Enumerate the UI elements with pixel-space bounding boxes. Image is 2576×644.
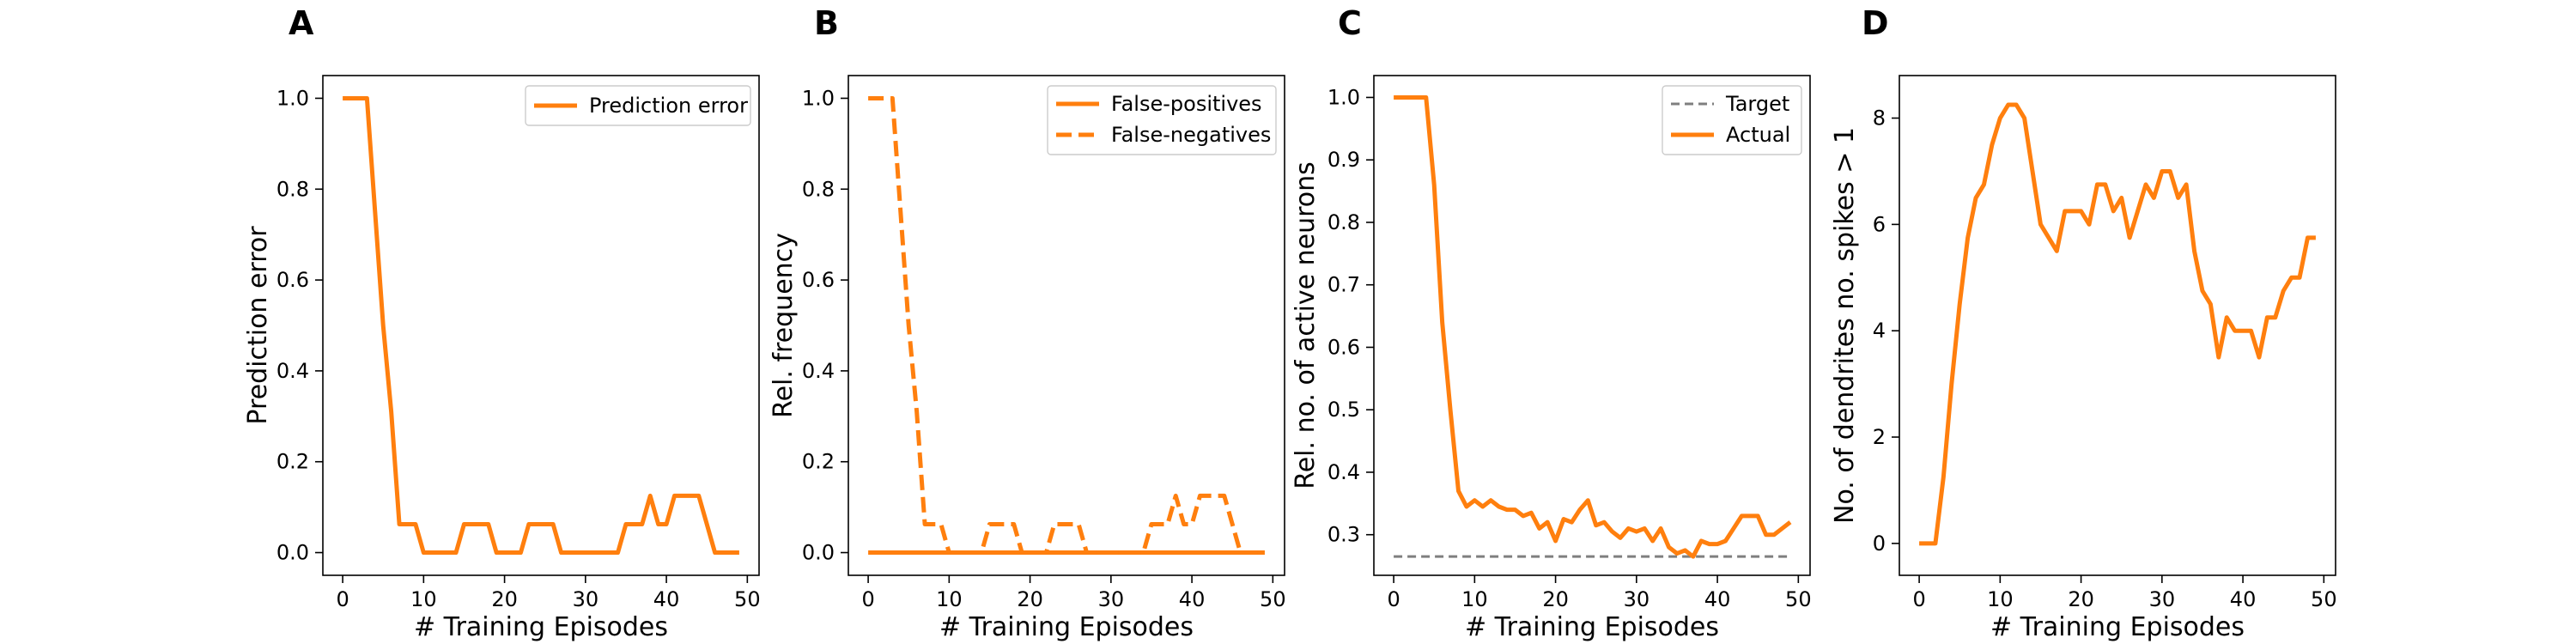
y-tick-label-b-1: 0.2	[802, 450, 835, 474]
x-tick-label-d-20: 20	[2068, 587, 2094, 611]
x-axis-label-d: # Training Episodes	[1990, 612, 2245, 642]
y-tick-label-c-0: 0.3	[1327, 523, 1360, 547]
y-tick-label-a-4: 0.8	[276, 177, 309, 201]
legend-label-actual: Actual	[1726, 123, 1790, 147]
y-tick-label-a-5: 1.0	[276, 86, 309, 110]
plot-area-c	[1394, 94, 1792, 559]
y-axis-label-b: Rel. frequency	[769, 233, 799, 418]
x-tick-label-a-20: 20	[491, 587, 518, 611]
y-tick-label-c-4: 0.7	[1327, 273, 1360, 297]
legend-label-target: Target	[1725, 92, 1789, 116]
legend-b: False-positives False-negatives	[1047, 85, 1277, 155]
y-tick-label-c-3: 0.6	[1327, 335, 1360, 359]
x-tick-label-b-0: 0	[861, 587, 874, 611]
x-tick-label-a-50: 50	[734, 587, 761, 611]
panel-letter-b: B	[814, 4, 839, 42]
y-tick-label-a-2: 0.4	[276, 359, 309, 383]
panel-a: A # Training Episodes Prediction error P…	[243, 4, 761, 642]
panel-c: C # Training Episodes Rel. no. of active…	[1291, 4, 1812, 642]
y-axis-label-d: No. of dendrites no. spikes > 1	[1830, 127, 1860, 524]
series-line-d-series-0	[1919, 102, 2316, 546]
y-tick-label-c-2: 0.5	[1327, 398, 1360, 422]
x-tick-label-c-40: 40	[1704, 587, 1731, 611]
panel-letter-a: A	[289, 4, 314, 42]
x-tick-label-c-50: 50	[1785, 587, 1812, 611]
series-line-c-actual	[1394, 94, 1792, 559]
x-tick-label-a-10: 10	[410, 587, 437, 611]
series-line-a-prediction-error	[343, 95, 739, 556]
x-tick-label-c-10: 10	[1461, 587, 1488, 611]
x-tick-label-d-0: 0	[1912, 587, 1925, 611]
x-tick-label-b-50: 50	[1260, 587, 1286, 611]
series-line-b-false-negatives	[868, 95, 1265, 556]
panel-letter-c: C	[1338, 4, 1362, 42]
y-tick-label-a-0: 0.0	[276, 541, 309, 565]
plot-area-d	[1919, 102, 2316, 546]
x-axis-label-c: # Training Episodes	[1465, 612, 1719, 642]
legend-box-c	[1662, 85, 1802, 155]
x-tick-label-d-30: 30	[2149, 587, 2176, 611]
y-axis-label-c: Rel. no. of active neurons	[1291, 161, 1321, 489]
x-axis-label-b: # Training Episodes	[939, 612, 1194, 642]
y-tick-label-c-5: 0.8	[1327, 210, 1360, 234]
legend-box-a	[525, 85, 751, 126]
plot-area-b	[868, 95, 1265, 556]
x-tick-label-d-50: 50	[2311, 587, 2337, 611]
x-tick-label-b-40: 40	[1179, 587, 1206, 611]
legend-label-false-positives: False-positives	[1111, 92, 1262, 116]
legend-label-prediction-error: Prediction error	[589, 94, 748, 118]
y-tick-label-a-3: 0.6	[276, 268, 309, 292]
x-tick-label-d-40: 40	[2230, 587, 2257, 611]
plot-area-a	[343, 95, 739, 556]
legend-a: Prediction error	[525, 85, 751, 126]
y-tick-label-b-4: 0.8	[802, 177, 835, 201]
y-tick-label-c-1: 0.4	[1327, 460, 1360, 484]
x-axis-label-a: # Training Episodes	[414, 612, 668, 642]
x-tick-label-b-10: 10	[936, 587, 963, 611]
legend-c: Target Actual	[1662, 85, 1802, 155]
x-tick-label-a-0: 0	[336, 587, 349, 611]
x-tick-label-c-30: 30	[1624, 587, 1650, 611]
y-tick-label-b-5: 1.0	[802, 86, 835, 110]
y-tick-label-d-0: 0	[1873, 532, 1886, 556]
panel-letter-d: D	[1862, 4, 1889, 42]
axes-frame-c	[1373, 75, 1811, 576]
legend-box-b	[1047, 85, 1277, 155]
y-tick-label-b-3: 0.6	[802, 268, 835, 292]
x-tick-label-a-40: 40	[653, 587, 680, 611]
axes-frame-d	[1899, 75, 2336, 576]
y-axis-label-a: Prediction error	[243, 226, 273, 425]
panel-d: D # Training Episodes No. of dendrites n…	[1830, 4, 2337, 642]
x-tick-label-a-30: 30	[573, 587, 599, 611]
y-tick-label-b-2: 0.4	[802, 359, 835, 383]
axes-frame-b	[848, 75, 1285, 576]
y-tick-label-a-1: 0.2	[276, 450, 309, 474]
y-tick-label-b-0: 0.0	[802, 541, 835, 565]
x-tick-label-b-20: 20	[1017, 587, 1043, 611]
x-tick-label-d-10: 10	[1987, 587, 2014, 611]
axes-frame-a	[322, 75, 760, 576]
panel-b: B # Training Episodes Rel. frequency Fal…	[769, 4, 1286, 642]
y-tick-label-d-2: 4	[1873, 319, 1886, 343]
legend-label-false-negatives: False-negatives	[1111, 123, 1271, 147]
y-tick-label-d-4: 8	[1873, 106, 1886, 131]
y-tick-label-d-3: 6	[1873, 212, 1886, 236]
y-tick-label-c-7: 1.0	[1327, 85, 1360, 109]
x-tick-label-c-0: 0	[1387, 587, 1400, 611]
x-tick-label-c-20: 20	[1542, 587, 1569, 611]
y-tick-label-c-6: 0.9	[1327, 148, 1360, 172]
y-tick-label-d-1: 2	[1873, 425, 1886, 449]
x-tick-label-b-30: 30	[1098, 587, 1125, 611]
